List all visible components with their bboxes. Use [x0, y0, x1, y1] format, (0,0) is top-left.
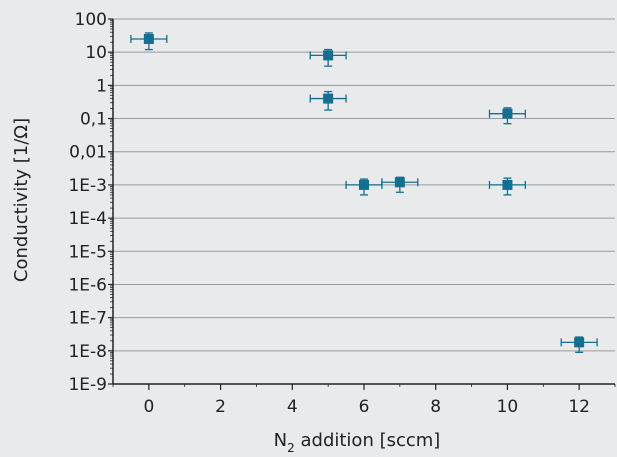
marker-square [574, 337, 585, 348]
x-axis-title-main: N [274, 430, 287, 451]
data-point [345, 178, 383, 196]
y-tick-label: 1E-7 [68, 309, 107, 329]
x-tick-label: 12 [568, 397, 590, 417]
data-point [488, 107, 527, 125]
marker-square [323, 50, 334, 61]
x-tick-label: 4 [287, 397, 298, 417]
y-tick-label: 0,01 [69, 143, 107, 163]
data-point [130, 32, 168, 51]
data-point [309, 90, 347, 111]
data-point [381, 176, 419, 193]
y-tick-label: 100 [75, 10, 107, 30]
marker-square [359, 179, 369, 190]
y-tick-label: 10 [85, 43, 107, 63]
marker-square [143, 33, 154, 44]
data-point [309, 48, 347, 67]
x-tick-label: 8 [430, 397, 441, 417]
x-axis-title-subscript: 2 [287, 441, 295, 455]
x-tick-label: 2 [215, 397, 226, 417]
y-tick-label: 1E-8 [68, 342, 107, 362]
y-tick-label: 1E-9 [68, 375, 107, 395]
tick-labels: 1001010,10,011E-31E-41E-51E-61E-71E-81E-… [68, 10, 589, 417]
axes [108, 18, 616, 390]
y-axis-title: Conductivity [1/Ω] [11, 118, 32, 282]
marker-square [323, 93, 334, 104]
marker-square [394, 177, 405, 188]
x-tick-label: 6 [359, 397, 370, 417]
x-tick-label: 0 [143, 397, 154, 417]
y-tick-label: 1 [96, 76, 107, 96]
x-axis-title-rest: addition [sccm] [295, 430, 441, 451]
data-point [560, 336, 598, 353]
x-axis-title: N2 addition [sccm] [274, 430, 441, 455]
y-tick-label: 1E-3 [68, 176, 107, 196]
marker-square [502, 179, 513, 190]
x-tick-label: 10 [497, 397, 519, 417]
y-tick-label: 1E-4 [68, 209, 107, 229]
y-tick-label: 1E-6 [68, 275, 107, 295]
data-point [488, 177, 527, 196]
y-tick-label: 1E-5 [68, 242, 107, 262]
y-tick-label: 0,1 [80, 110, 107, 130]
marker-square [502, 108, 513, 119]
data-points [130, 32, 598, 353]
